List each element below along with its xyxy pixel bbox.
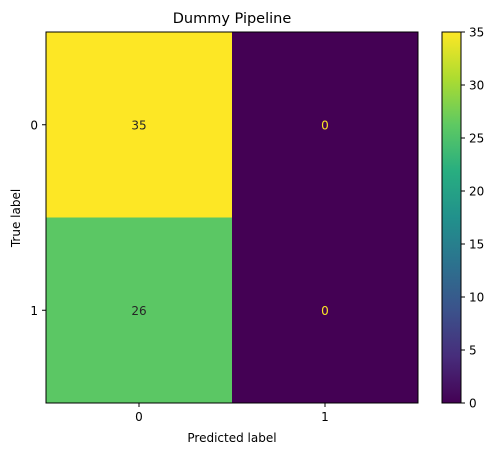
heatmap-cells	[46, 32, 419, 404]
x-axis-label: Predicted label	[187, 431, 276, 445]
colorbar-tick-label: 30	[469, 79, 484, 93]
x-tick-label: 1	[321, 410, 329, 424]
colorbar-tick-label: 25	[469, 132, 484, 146]
y-tick-label: 1	[30, 304, 38, 318]
heatmap-frame	[45, 31, 419, 404]
heatmap-cell	[232, 32, 419, 218]
heatmap-cell	[232, 217, 419, 404]
cell-value-label: 35	[131, 118, 146, 132]
colorbar-tick-label: 5	[469, 344, 477, 358]
chart-title: Dummy Pipeline	[173, 11, 292, 27]
colorbar-ticks: 0 5 10 15 20 25 30 35	[461, 26, 484, 411]
y-axis-ticks: 01	[30, 118, 46, 318]
colorbar	[441, 31, 462, 404]
colorbar-tick-label: 0	[469, 397, 477, 411]
heatmap-cell	[46, 217, 233, 404]
colorbar-tick-label: 20	[469, 185, 484, 199]
colorbar-tick-label: 10	[469, 291, 484, 305]
cell-value-labels: 35 0 26 0	[131, 118, 328, 318]
y-tick-label: 0	[30, 118, 38, 132]
colorbar-tick-label: 35	[469, 26, 484, 40]
heatmap-cell	[46, 32, 233, 218]
colorbar-tick-label: 15	[469, 238, 484, 252]
cell-value-label: 0	[321, 304, 329, 318]
cell-value-label: 26	[131, 304, 146, 318]
cell-value-label: 0	[321, 118, 329, 132]
x-tick-label: 0	[135, 410, 143, 424]
y-axis-label: True label	[9, 189, 23, 248]
